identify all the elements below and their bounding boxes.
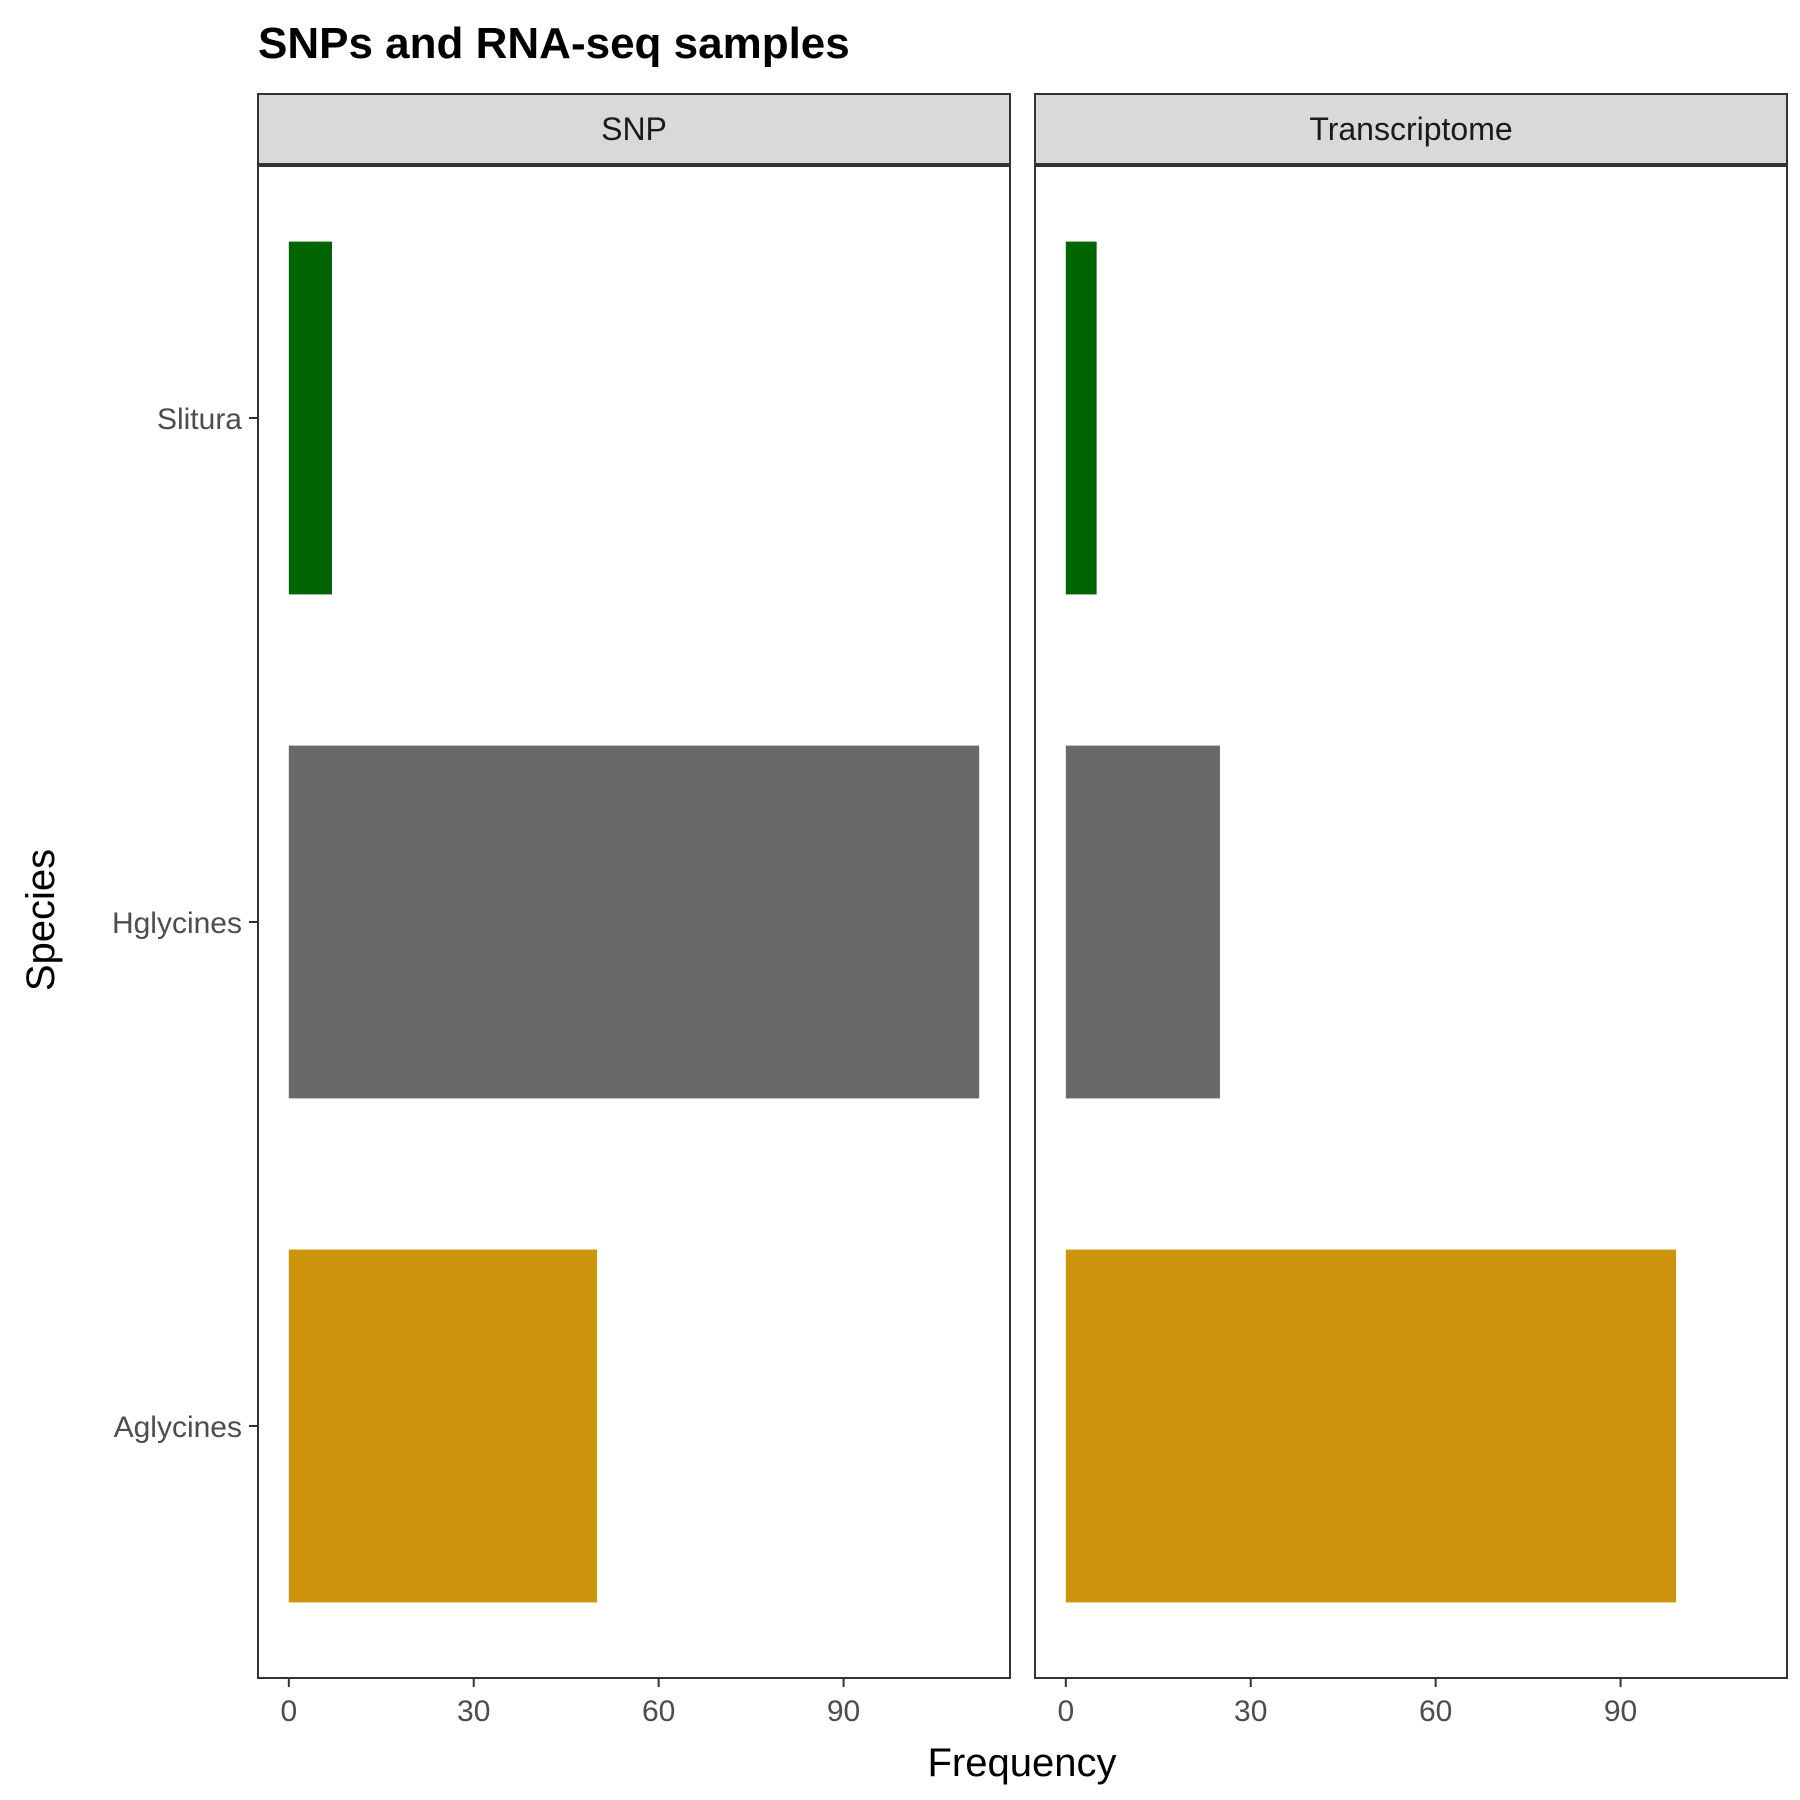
bar-snp-hglycines [288, 745, 980, 1099]
y-tick-label-hglycines: Hglycines [112, 907, 242, 940]
chart-title: SNPs and RNA-seq samples [258, 19, 850, 68]
bar-transcriptome-aglycines [1065, 1249, 1677, 1603]
x-tick-label: 0 [280, 1695, 297, 1728]
y-axis-title: Species [19, 849, 63, 991]
panel-border [1034, 165, 1788, 1679]
bar-snp-aglycines [288, 1249, 598, 1603]
x-tick-label: 30 [457, 1695, 490, 1728]
x-tick-label: 90 [1604, 1695, 1637, 1728]
panel-transcriptome: Transcriptome 0 30 60 90 [1034, 93, 1788, 1728]
x-tick-label: 60 [1419, 1695, 1452, 1728]
y-tick-label-aglycines: Aglycines [114, 1411, 242, 1444]
x-axis-title: Frequency [928, 1741, 1117, 1785]
facet-strip [1034, 93, 1788, 165]
y-tick-label-slitura: Slitura [157, 403, 242, 436]
panel-snp: SNP 0 30 60 90 [257, 93, 1011, 1728]
x-tick-label: 30 [1234, 1695, 1267, 1728]
x-tick-label: 60 [642, 1695, 675, 1728]
facet-strip-label: Transcriptome [1309, 111, 1512, 147]
bar-transcriptome-hglycines [1065, 745, 1220, 1099]
facet-strip [257, 93, 1011, 165]
x-tick-label: 0 [1057, 1695, 1074, 1728]
x-tick-label: 90 [827, 1695, 860, 1728]
panels: SNP 0 30 60 90 Transcriptome 0 30 60 90 [257, 93, 1788, 1728]
facet-strip-label: SNP [601, 111, 667, 147]
y-axis: Aglycines Hglycines Slitura [112, 403, 258, 1444]
bar-snp-slitura [288, 241, 332, 595]
bar-transcriptome-slitura [1065, 241, 1097, 595]
